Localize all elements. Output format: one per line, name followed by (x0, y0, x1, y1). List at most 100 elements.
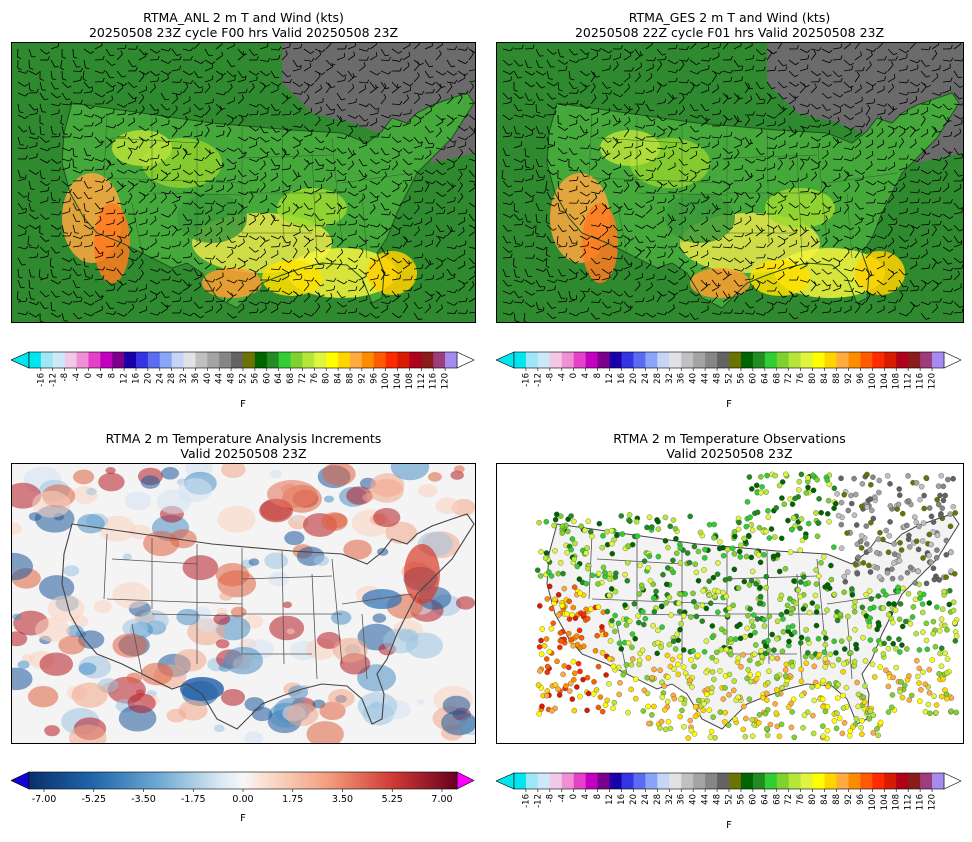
colorbar-swatch (836, 352, 849, 368)
observation-point (552, 596, 558, 603)
increment-blob (196, 616, 219, 633)
wind-barb (413, 244, 422, 248)
observation-point (786, 638, 792, 645)
temp-colorbar-3-svg: -16 -12 -8 -4 0 4 8 12 16 20 24 28 32 36 40 44 48 52 56 60 6… (495, 772, 962, 810)
observation-point (842, 579, 849, 585)
wind-barb (865, 221, 874, 226)
colorbar-tick-label: 120 (928, 794, 938, 810)
wind-barb (645, 277, 654, 281)
observation-point (801, 574, 807, 580)
wind-barb (843, 174, 850, 182)
wind-barb (138, 75, 145, 83)
wind-barb (149, 103, 155, 111)
observation-point (765, 680, 771, 686)
wind-barb (711, 70, 720, 75)
wind-barb (424, 234, 433, 237)
observation-point (913, 630, 919, 637)
wind-barb (83, 245, 92, 248)
wind-barb (546, 136, 550, 145)
wind-barb (226, 120, 234, 127)
wind-barb (634, 301, 644, 303)
wind-barb (843, 186, 851, 193)
wind-barb (920, 191, 929, 195)
wind-barb (457, 301, 467, 303)
observation-point (943, 552, 950, 558)
wind-barb (733, 312, 743, 314)
wind-barb (369, 235, 378, 240)
observation-point (758, 648, 764, 654)
colorbar-tick-label: -8 (545, 794, 555, 802)
wind-barb (204, 79, 213, 83)
wind-barb (667, 129, 673, 138)
wind-barb (50, 301, 53, 311)
increment-blob (251, 706, 273, 722)
wind-barb (457, 168, 466, 171)
wind-barb (61, 312, 65, 321)
wind-barb (689, 169, 698, 174)
observation-point (911, 514, 918, 520)
wind-barb (678, 92, 687, 96)
wind-barb (579, 169, 585, 177)
wind-barb (502, 235, 508, 244)
wind-barb (744, 68, 753, 72)
increment-blob (220, 688, 246, 706)
wind-barb (678, 288, 687, 292)
observation-point (950, 607, 957, 614)
wind-barb (942, 278, 951, 281)
wind-barb (799, 125, 808, 129)
colorbar-tick-label: 5.25 (382, 794, 403, 805)
wind-barb (314, 110, 322, 116)
wind-barb (39, 213, 47, 220)
wind-barb (380, 273, 386, 281)
wind-barb (50, 179, 59, 182)
wind-barb (259, 103, 267, 110)
wind-barb (799, 86, 806, 94)
observation-point (728, 651, 734, 658)
wind-barb (656, 220, 664, 226)
wind-barb (215, 55, 223, 61)
wind-barb (821, 268, 829, 275)
observation-point (898, 547, 905, 553)
wind-barb (744, 232, 753, 237)
observation-point (877, 529, 883, 536)
wind-barb (689, 59, 697, 66)
observation-point (722, 577, 729, 583)
colorbar-tick-label: 4 (581, 373, 591, 378)
colorbar-swatch (561, 773, 575, 789)
observation-point (822, 655, 828, 662)
observation-point (552, 548, 558, 554)
increment-blob (112, 633, 148, 658)
wind-barb (788, 202, 796, 209)
observation-point (680, 647, 687, 653)
observation-point (578, 634, 585, 641)
wind-barb (931, 307, 938, 314)
wind-barb (931, 76, 939, 83)
wind-barb (920, 180, 929, 186)
wind-barb (634, 224, 643, 229)
wind-barb (413, 75, 420, 83)
colorbar-tick-label: 76 (310, 373, 320, 384)
wind-barb (909, 224, 918, 229)
observation-point (758, 474, 764, 480)
wind-barb (237, 48, 244, 56)
observation-point (952, 620, 958, 626)
colorbar-swatch (621, 773, 634, 789)
wind-barb (876, 119, 883, 127)
wind-barb (61, 180, 69, 187)
wind-barb (810, 196, 817, 204)
wind-barb (601, 81, 608, 89)
wind-barb (546, 70, 550, 79)
wind-barb (931, 44, 939, 50)
observation-point (898, 575, 904, 581)
wind-barb (788, 145, 797, 149)
temperature-blob (94, 203, 130, 283)
observation-point (859, 731, 865, 737)
wind-barb (380, 158, 389, 164)
wind-barb (424, 220, 432, 226)
wind-barb (513, 144, 522, 149)
observation-point (923, 620, 930, 627)
wind-barb (821, 59, 830, 64)
wind-barb (678, 202, 687, 207)
wind-barb (700, 145, 709, 149)
observation-point (772, 701, 778, 707)
